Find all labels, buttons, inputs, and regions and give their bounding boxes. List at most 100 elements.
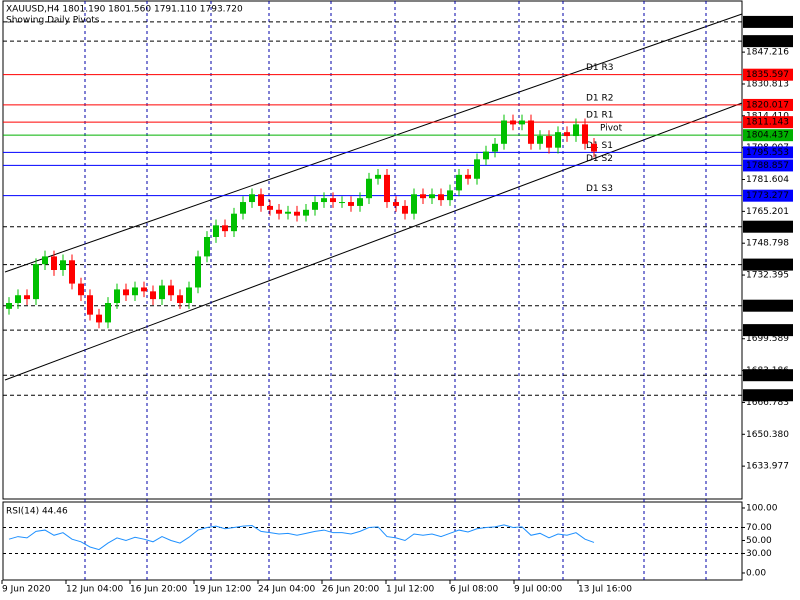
x-tick-label: 13 Jul 16:00 xyxy=(578,585,632,595)
candle-body xyxy=(303,209,309,216)
candle-body xyxy=(258,194,264,206)
level-label: 1704.034 xyxy=(746,326,789,336)
level-box xyxy=(743,98,793,111)
candle-body xyxy=(231,213,237,232)
level-box xyxy=(743,189,793,202)
rsi-tick-label: 100.00 xyxy=(746,503,778,513)
level-label: 1716.612 xyxy=(746,301,789,311)
candle-body xyxy=(573,124,579,137)
candle-body xyxy=(177,295,183,304)
candle-body xyxy=(357,198,363,206)
level-label: 1773.277 xyxy=(746,191,789,201)
level-label: 1804.437 xyxy=(746,131,789,141)
candle-body xyxy=(483,151,489,160)
candle-body xyxy=(510,120,516,125)
candle-body xyxy=(150,291,156,300)
candle-body xyxy=(204,236,210,257)
candle-body xyxy=(87,295,93,315)
pivot-label: D1 S3 xyxy=(586,184,613,194)
x-tick-label: 9 Jul 00:00 xyxy=(514,585,563,595)
channel-lower xyxy=(4,102,743,381)
candle-body xyxy=(186,287,192,304)
rsi-tick-label: 0.00 xyxy=(746,568,766,578)
level-label: 1835.597 xyxy=(746,70,789,80)
level-label: 1788.857 xyxy=(746,161,789,171)
y-tick-label: 1633.977 xyxy=(746,462,789,472)
level-box xyxy=(743,220,793,233)
candle-body xyxy=(375,174,381,179)
level-box xyxy=(743,129,793,142)
candle-body xyxy=(348,202,354,206)
x-tick-label: 19 Jun 12:00 xyxy=(194,585,251,595)
level-box xyxy=(743,146,793,159)
x-tick-label: 16 Jun 20:00 xyxy=(130,585,187,595)
candle-body xyxy=(123,289,129,296)
level-label: 1670.494 xyxy=(746,391,789,401)
candle-body xyxy=(366,178,372,199)
y-tick-label: 1650.380 xyxy=(746,430,789,440)
candle-body xyxy=(420,194,426,199)
candle-body xyxy=(519,120,525,125)
rsi-tick-label: 70.00 xyxy=(746,523,772,533)
candle-body xyxy=(141,287,147,292)
rsi-tick-label: 50.00 xyxy=(746,536,772,546)
candle-body xyxy=(240,202,246,214)
level-box xyxy=(743,258,793,271)
pivot-label: Pivot xyxy=(600,124,623,134)
y-tick-label: 1765.201 xyxy=(746,207,789,217)
x-tick-label: 9 Jun 2020 xyxy=(2,585,51,595)
candle-body xyxy=(582,124,588,144)
level-box xyxy=(743,389,793,402)
candle-body xyxy=(528,120,534,144)
level-label: 1852.873 xyxy=(746,37,789,47)
candle-body xyxy=(42,256,48,265)
candle-body xyxy=(330,198,336,203)
candle-body xyxy=(78,283,84,296)
candle-body xyxy=(60,260,66,270)
candle-body xyxy=(276,209,282,214)
candle-body xyxy=(501,120,507,144)
candle-body xyxy=(402,205,408,214)
candle-body xyxy=(222,225,228,232)
y-tick-label: 1732.395 xyxy=(746,271,789,281)
candle-body xyxy=(312,202,318,210)
level-label: 1680.810 xyxy=(746,371,789,381)
level-label: 1811.143 xyxy=(746,118,789,128)
level-box xyxy=(743,68,793,81)
candle-body xyxy=(591,143,597,152)
x-tick-label: 24 Jun 04:00 xyxy=(258,585,315,595)
candle-body xyxy=(33,264,39,300)
rsi-line xyxy=(8,524,595,551)
candle-body xyxy=(465,174,471,179)
candle-body xyxy=(195,256,201,288)
level-box xyxy=(743,369,793,382)
rsi-panel xyxy=(2,501,743,581)
candle-body xyxy=(132,287,138,296)
x-tick-label: 1 Jul 12:00 xyxy=(386,585,435,595)
pivot-label: D1 S1 xyxy=(586,141,613,151)
level-label: 1737.786 xyxy=(746,260,789,270)
candle-body xyxy=(447,190,453,201)
pivot-label: D1 R2 xyxy=(586,93,614,103)
x-tick-label: 12 Jun 04:00 xyxy=(66,585,123,595)
pivot-label: D1 S2 xyxy=(586,154,613,164)
candle-body xyxy=(15,295,21,304)
candle-body xyxy=(384,174,390,203)
candle-body xyxy=(114,289,120,304)
candle-body xyxy=(438,194,444,201)
candle-body xyxy=(294,211,300,216)
candle-body xyxy=(492,143,498,152)
candle-body xyxy=(564,132,570,137)
candle-body xyxy=(474,159,480,179)
level-box xyxy=(743,35,793,48)
level-box xyxy=(743,116,793,129)
pivot-label: D1 R3 xyxy=(586,63,614,73)
candle-body xyxy=(339,202,345,204)
y-tick-label: 1830.813 xyxy=(746,79,789,89)
y-tick-label: 1748.798 xyxy=(746,239,789,249)
rsi-tick-label: 30.00 xyxy=(746,549,772,559)
level-label: 1757.301 xyxy=(746,222,789,232)
candle-body xyxy=(321,198,327,203)
